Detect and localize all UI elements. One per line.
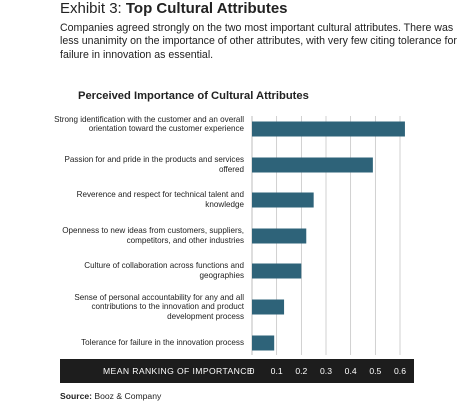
exhibit-heading: Exhibit 3: Top Cultural Attributes [60, 0, 288, 18]
x-axis-title: MEAN RANKING OF IMPORTANCE [103, 366, 253, 376]
x-tick-label: 0.2 [295, 366, 308, 376]
category-label: Sense of personal accountability for any… [74, 292, 244, 321]
source-note: Source: Booz & Company [60, 391, 161, 401]
bar [252, 263, 302, 279]
bar [252, 121, 405, 137]
axis-band [60, 359, 414, 383]
x-tick-label: 0.4 [344, 366, 357, 376]
intro-paragraph: Companies agreed strongly on the two mos… [60, 22, 457, 61]
source-text: Booz & Company [94, 391, 162, 401]
x-tick-label: 0.5 [369, 366, 382, 376]
chart-title: Perceived Importance of Cultural Attribu… [78, 90, 309, 102]
bar [252, 299, 285, 315]
exhibit-label: Exhibit 3: [60, 0, 122, 17]
exhibit-title: Top Cultural Attributes [125, 0, 288, 17]
category-label: Culture of collaboration across function… [84, 261, 244, 280]
x-tick-label: 0 [249, 366, 255, 376]
category-label: Passion for and pride in the products an… [64, 155, 244, 174]
bar [252, 192, 314, 208]
category-label: Tolerance for failure in the innovation … [81, 338, 244, 348]
category-label: Reverence and respect for technical tale… [76, 190, 244, 209]
x-tick-label: 0.6 [394, 366, 406, 376]
bar [252, 228, 307, 244]
x-tick-label: 0.1 [270, 366, 283, 376]
category-label: Openness to new ideas from customers, su… [62, 226, 244, 245]
x-tick-label: 0.3 [320, 366, 332, 376]
source-label: Source: [60, 391, 92, 401]
bar [252, 335, 275, 351]
bar [252, 157, 373, 173]
category-label: Strong identification with the customer … [54, 114, 244, 134]
